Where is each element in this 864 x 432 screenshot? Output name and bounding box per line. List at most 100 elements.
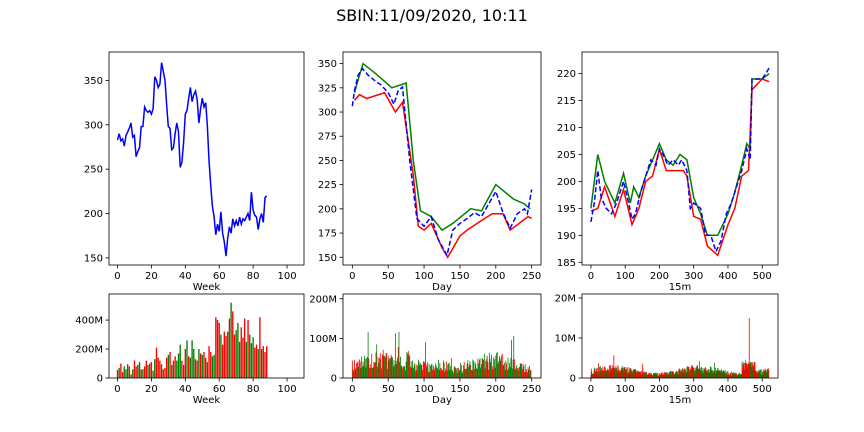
day-volume-bar: [439, 362, 441, 378]
week-volume-bar: [121, 372, 124, 378]
15m-volume-bar: [664, 371, 665, 378]
15m-price-panel: 0 100 200 300 400 500 185 190 195 200 205 210 215 220…: [557, 51, 779, 293]
week-volume-bar: [193, 349, 195, 378]
day-volume-bar: [401, 366, 403, 378]
15m-volume-bar: [700, 367, 702, 378]
week-volume-bar: [189, 357, 192, 378]
15m-volume-bar: [599, 366, 600, 378]
day-volume-bar: [478, 360, 480, 378]
week-volume-bar: [247, 320, 249, 378]
15m-volume-bar: [633, 369, 635, 378]
day-price-series-high: [353, 62, 531, 232]
15m-volume-bar: [714, 363, 716, 378]
week-volume-bar: [233, 334, 236, 378]
15m-volume-bar: [670, 370, 671, 378]
week-volume-bar: [152, 370, 154, 378]
week-volume-bar: [199, 353, 202, 378]
day-volume-bar: [399, 361, 401, 378]
day-volume-bar: [387, 355, 389, 378]
week-volume-bar: [252, 337, 254, 378]
day-volume-bar: [455, 368, 457, 378]
week-volume-x-tick-label: 60: [213, 384, 226, 395]
day-volume-bar: [463, 362, 465, 378]
15m-volume-bar: [697, 369, 699, 378]
day-volume-bar: [435, 365, 437, 378]
15m-volume-bar: [763, 370, 765, 378]
week-volume-bar: [169, 351, 171, 378]
day-volume-bar: [465, 368, 467, 378]
day-volume-bar: [419, 364, 421, 378]
day-volume-bar: [480, 367, 482, 378]
day-volume-bar: [369, 364, 371, 378]
15m-volume-bar: [626, 367, 628, 378]
week-volume-bar: [135, 366, 137, 378]
day-volume-bar: [417, 359, 419, 378]
day-volume-bar: [361, 356, 363, 378]
day-price-y-tick-label: 350: [318, 59, 337, 70]
figure-title: SBIN:11/09/2020, 10:11: [336, 6, 528, 25]
week-volume-bar: [188, 356, 190, 378]
day-volume-bar: [529, 365, 530, 378]
week-volume-bar: [133, 360, 136, 378]
day-volume-bar: [399, 356, 401, 378]
15m-price-series-low: [590, 78, 770, 257]
week-volume-bar: [243, 318, 246, 378]
day-volume-bar: [467, 360, 469, 378]
day-volume-bar: [454, 366, 456, 378]
15m-volume-y-tick-label: 20M: [555, 294, 576, 305]
15m-price-axes-frame: [581, 51, 779, 266]
week-volume-bar: [220, 334, 222, 378]
week-volume-bar: [154, 359, 156, 378]
day-volume-bar: [397, 357, 398, 378]
week-price-panel: 0 20 40 60 80 100 150 200 250 300 350 Week: [84, 51, 305, 293]
day-volume-bar: [354, 359, 355, 378]
day-volume-bar: [384, 357, 386, 378]
15m-price-y-tick-label: 210: [557, 123, 576, 134]
day-volume-bar: [391, 356, 393, 378]
day-volume-bar: [406, 351, 408, 378]
day-volume-bar: [495, 355, 497, 378]
day-volume-bar: [366, 357, 368, 378]
15m-volume-x-tick-label: 300: [684, 384, 703, 395]
15m-volume-bar: [625, 369, 627, 378]
day-volume-bar: [443, 362, 445, 378]
15m-price-x-tick-label: 300: [684, 271, 703, 282]
day-volume-bar: [386, 353, 388, 378]
week-volume-bar: [196, 360, 198, 378]
day-volume-bar: [369, 368, 370, 378]
15m-volume-bar: [748, 318, 750, 378]
week-volume-bar: [149, 363, 151, 378]
15m-volume-bar: [754, 361, 756, 378]
day-volume-bar: [526, 372, 528, 378]
15m-price-y-tick-label: 215: [557, 96, 576, 107]
15m-volume-x-tick-label: 200: [650, 384, 669, 395]
15m-volume-bar: [688, 366, 690, 378]
week-volume-x-tick-label: 0: [114, 384, 120, 395]
day-volume-bar: [446, 370, 448, 378]
day-volume-y-tick-label: 100M: [309, 334, 337, 345]
day-volume-bar: [372, 367, 374, 378]
day-volume-bar: [516, 365, 518, 378]
day-volume-bar: [522, 363, 524, 378]
day-volume-bar: [414, 363, 416, 378]
day-volume-x-axis-label: Day: [432, 395, 452, 406]
day-volume-bar: [402, 366, 404, 378]
week-volume-bar: [249, 334, 251, 378]
day-volume-bar: [422, 370, 424, 378]
day-volume-bar: [429, 372, 431, 378]
15m-volume-bar: [714, 367, 716, 378]
15m-price-y-tick-label: 220: [557, 69, 576, 80]
day-volume-bar: [431, 363, 433, 378]
day-volume-bar: [385, 353, 387, 378]
week-price-x-tick-label: 100: [277, 271, 296, 282]
day-volume-bar: [448, 363, 449, 378]
day-price-panel: 0 50 100 150 200 250 150 175 200 225 250 275 300 325 3…: [318, 51, 542, 293]
week-price-x-tick-label: 40: [179, 271, 192, 282]
day-volume-bar: [430, 364, 432, 378]
day-volume-bar: [427, 371, 429, 378]
day-volume-bar: [460, 365, 462, 378]
day-volume-bar: [392, 366, 394, 378]
day-volume-bar: [447, 364, 449, 378]
day-volume-bar: [370, 368, 372, 378]
day-volume-bar: [474, 361, 476, 378]
